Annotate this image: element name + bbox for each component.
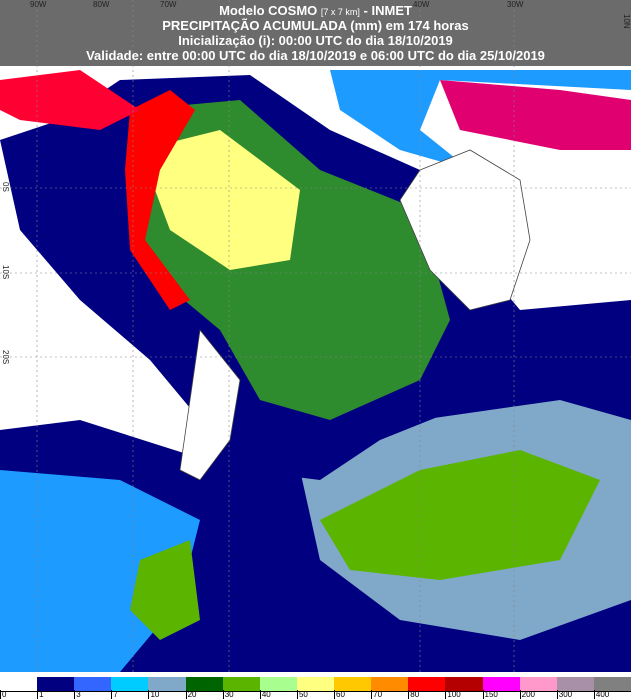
legend-swatch bbox=[222, 677, 260, 691]
legend-tick-label: 20 bbox=[185, 690, 197, 699]
lat-label: 10S bbox=[1, 265, 10, 280]
lon-label: 30W bbox=[507, 0, 524, 9]
legend-tick-label: 10 bbox=[148, 690, 160, 699]
lon-label: 70W bbox=[160, 0, 177, 9]
graticule bbox=[0, 0, 631, 672]
legend-tick-label: 3 bbox=[74, 690, 81, 699]
legend-swatch bbox=[371, 677, 409, 691]
color-legend: 0 1 3 7 10 20 30 40 50 60 70 80 100 150 200 300 400 bbox=[0, 673, 631, 700]
legend-swatch bbox=[519, 677, 557, 691]
legend-tick-label: 50 bbox=[296, 690, 308, 699]
legend-swatch bbox=[0, 677, 38, 691]
validity-period: Validade: entre 00:00 UTC do dia 18/10/2… bbox=[86, 48, 545, 63]
legend-tick-label: 200 bbox=[519, 690, 535, 699]
legend-swatch bbox=[148, 677, 186, 691]
legend-swatch bbox=[556, 677, 594, 691]
legend-tick-label: 7 bbox=[111, 690, 118, 699]
precip-andes-red bbox=[125, 90, 195, 310]
header-background bbox=[0, 0, 631, 66]
organization: - INMET bbox=[363, 3, 412, 18]
legend-swatch bbox=[37, 677, 75, 691]
legend-swatch bbox=[593, 677, 631, 691]
legend-swatch bbox=[185, 677, 223, 691]
precipitation-map bbox=[0, 0, 631, 672]
lon-label: 40W bbox=[413, 0, 430, 9]
land-chile-coast bbox=[179, 329, 241, 481]
legend-tick-label: 1 bbox=[37, 690, 44, 699]
legend-swatch bbox=[334, 677, 372, 691]
legend-swatch bbox=[111, 677, 149, 691]
precip-amazon-yellow bbox=[140, 130, 300, 270]
legend-tick-label: 100 bbox=[445, 690, 461, 699]
initialization-time: Inicialização (i): 00:00 UTC do dia 18/1… bbox=[178, 33, 453, 48]
precip-green-atlantic bbox=[320, 450, 600, 580]
lat-label: 0S bbox=[1, 182, 10, 192]
model-resolution: [7 x 7 km] bbox=[320, 7, 360, 17]
legend-tick-label: 60 bbox=[334, 690, 345, 699]
lon-label: 80W bbox=[93, 0, 110, 9]
legend-tick-label: 300 bbox=[556, 690, 573, 699]
product-title: PRECIPITAÇÃO ACUMULADA (mm) em 174 horas bbox=[162, 18, 469, 33]
legend-swatch bbox=[259, 677, 297, 691]
map-title: Modelo COSMO [7 x 7 km] - INMET bbox=[0, 3, 631, 20]
legend-tick-label: 0 bbox=[0, 690, 7, 699]
lon-label: 90W bbox=[30, 0, 47, 9]
legend-tick-label: 150 bbox=[482, 690, 498, 699]
legend-swatch bbox=[408, 677, 446, 691]
legend-swatch bbox=[74, 677, 112, 691]
precip-north-red bbox=[0, 70, 140, 130]
precip-atlantic-magenta bbox=[440, 80, 631, 150]
legend-tick-label: 400 bbox=[593, 690, 610, 699]
legend-swatch bbox=[445, 677, 483, 691]
legend-swatch bbox=[296, 677, 335, 691]
legend-tick-label: 70 bbox=[371, 690, 383, 699]
legend-tick-label: 40 bbox=[259, 690, 271, 699]
legend-swatch bbox=[482, 677, 520, 691]
lat-label: 20S bbox=[1, 350, 10, 365]
model-name: Modelo COSMO bbox=[219, 3, 318, 18]
precip-patagonia bbox=[130, 540, 200, 640]
legend-tick-label: 30 bbox=[222, 690, 234, 699]
precip-atlantic-blue-band bbox=[330, 70, 631, 170]
land-africa bbox=[399, 149, 531, 311]
legend-tick-label: 80 bbox=[408, 690, 420, 699]
